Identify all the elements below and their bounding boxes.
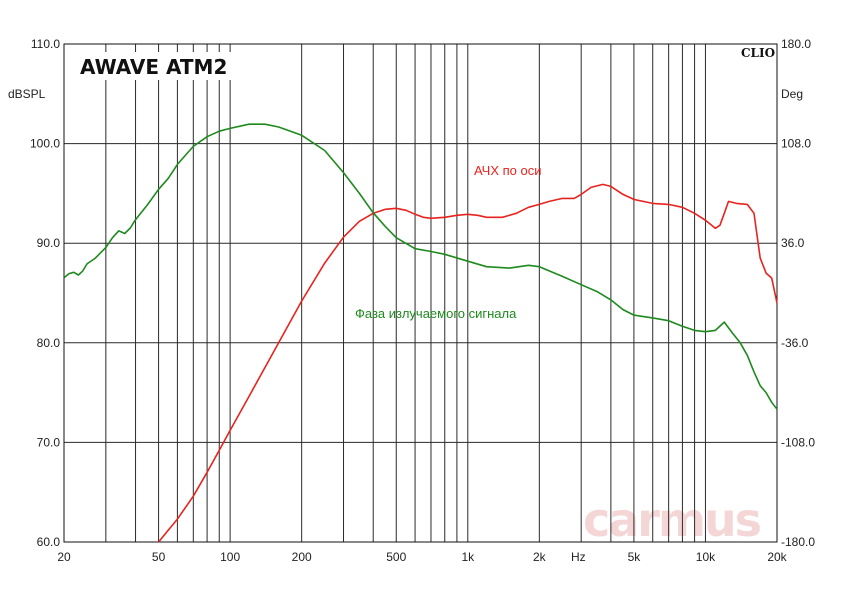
x-tick-label: 10k: [696, 550, 716, 564]
x-tick-label: 2k: [533, 550, 547, 564]
x-tick-label: 100: [220, 550, 240, 564]
clio-brand: CLIO: [741, 46, 775, 60]
x-tick-label: 20k: [767, 550, 787, 564]
frequency-response-line: [157, 183, 778, 543]
plot-frame: [63, 43, 778, 543]
right-axis-unit: Deg: [781, 87, 803, 101]
left-y-tick-label: 70.0: [37, 435, 61, 449]
right-y-tick-label: -180.0: [781, 535, 815, 549]
right-y-tick-label: 108.0: [781, 137, 811, 151]
grid-lines: [64, 44, 777, 542]
x-tick-label: 200: [292, 550, 312, 564]
right-y-tick-label: -36.0: [781, 336, 809, 350]
annotation-frequency-response: АЧХ по оси: [474, 163, 541, 178]
x-axis-unit: Hz: [571, 550, 586, 564]
annotation-phase: Фаза излучаемого сигнала: [355, 306, 517, 321]
tick-labels: 20 50 100 200 500 1k 2k 5k 10k 20k 60.0 70.0 80.0 90.…: [30, 37, 815, 564]
x-tick-label: 5k: [628, 550, 642, 564]
right-y-tick-label: 180.0: [781, 37, 811, 51]
left-axis-unit: dBSPL: [8, 87, 46, 101]
x-tick-label: 50: [152, 550, 166, 564]
x-tick-label: 500: [386, 550, 406, 564]
left-y-tick-label: 60.0: [37, 535, 61, 549]
chart-title: AWAVE ATM2: [80, 55, 227, 79]
x-tick-label: 1k: [461, 550, 475, 564]
phase-line: [63, 123, 778, 410]
x-tick-label: 20: [57, 550, 71, 564]
left-y-tick-label: 110.0: [31, 37, 60, 51]
carmus-watermark: carmus: [583, 493, 761, 547]
right-y-tick-label: 36.0: [781, 236, 805, 250]
right-y-tick-label: -108.0: [781, 435, 815, 449]
left-y-tick-label: 80.0: [37, 336, 61, 350]
left-y-tick-label: 90.0: [37, 236, 61, 250]
left-y-tick-label: 100.0: [30, 137, 60, 151]
series-lines: [63, 123, 778, 543]
title-background: [74, 52, 234, 80]
